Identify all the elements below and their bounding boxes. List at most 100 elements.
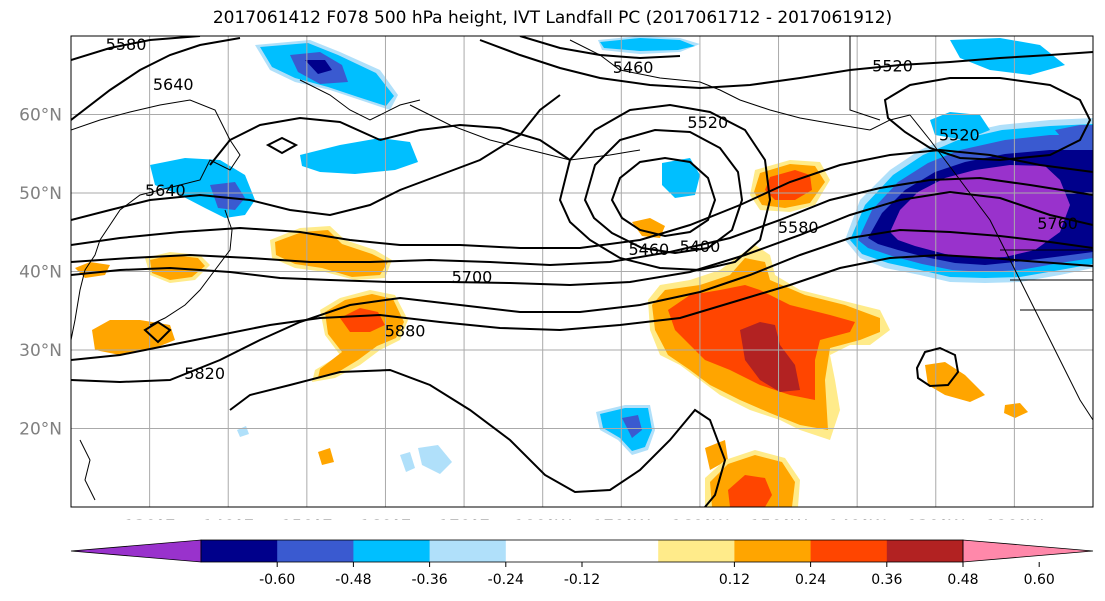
colorbar-segment [810,540,888,562]
contour-5460-low-outer [558,103,772,272]
contour-5880 [71,253,1093,361]
lat-label: 30°N [19,341,62,361]
contour-label: 5820 [184,364,225,383]
coastline-kamchatka [299,79,421,121]
positive-ivt-region [318,448,334,465]
colorbar-segment [429,540,507,562]
contour-label: 5400 [680,237,721,256]
contour-label: 5640 [153,75,194,94]
lat-axis-labels: 60°N 50°N 40°N 30°N 20°N [19,106,62,440]
negative-ivt-region [662,158,700,198]
coastline-japan [149,209,233,326]
map-panel: 5580 5640 5640 5460 5520 5520 5520 5460 5400 5580… [19,35,1094,520]
border-us-states [1000,249,1093,311]
negative-ivt-region [418,445,452,474]
height-contours [71,36,1093,507]
colorbar-segment [886,540,964,562]
colorbar-tick-label: -0.24 [488,572,524,588]
contour-label: 5640 [145,181,186,200]
lon-label: 160°W [671,517,729,520]
positive-ivt-region [728,475,772,507]
colorbar-segment [277,540,354,562]
contour-5640-upper [71,37,241,121]
contour-label: 5580 [106,35,147,54]
chart-title: 2017061412 F078 500 hPa height, IVT Land… [212,8,893,28]
coastline-north-america [909,114,1093,421]
negative-ivt-region [890,165,1070,258]
lon-label: 140°E [202,517,254,520]
negative-ivt-region [1055,125,1093,148]
lat-label: 50°N [19,184,62,204]
lon-label: 130°W [907,517,965,520]
negative-ivt-region [210,182,245,210]
contour-small-loop-1 [265,136,299,155]
contour-label: 5520 [687,113,728,132]
border-canada-us [849,36,881,121]
negative-ivt-region [950,38,1065,75]
contour-subtropical [229,368,727,507]
colorbar-tick-label: 0.24 [795,572,826,588]
map-frame [70,35,1094,508]
contour-label: 5460 [628,240,669,259]
colorbar-tick-label: -0.36 [411,572,447,588]
colorbar-tick-label: -0.60 [259,572,295,588]
colorbar-frame [200,539,964,563]
colorbar-tick-label: 0.48 [947,572,978,588]
colorbar-segment [201,540,278,562]
negative-ivt-region [622,415,642,438]
contour-label: 5520 [872,56,913,75]
colorbar-extend-min [70,539,202,563]
colorbar-extend-max [962,539,1094,563]
contour-5760 [71,190,1093,287]
coastline-philippines [79,439,96,501]
contour-labels: 5580 5640 5640 5460 5520 5520 5520 5460 5400 5580… [106,35,1078,383]
contour-5700 [71,176,1093,267]
colorbar-segment [658,540,735,562]
contour-5580-ak [209,116,381,166]
lon-label: 150°E [281,517,333,520]
coastline-aleutians [409,104,641,161]
negative-ivt-region [305,60,332,74]
colorbar-tick-label: 0.12 [719,572,750,588]
lat-label: 20°N [19,420,62,440]
lon-label: 170°W [592,517,650,520]
colorbar-segment [505,540,583,562]
contour-5820 [71,228,1093,384]
contour-5640 [71,148,1093,249]
coastline-alaska [569,39,911,131]
negative-ivt-region [600,38,695,51]
colorbar-tick-label: -0.48 [335,572,371,588]
colorbar-tick-label: -0.12 [564,572,600,588]
colorbar-segment [582,540,659,562]
coastline-asia [71,99,241,341]
contour-arctic-5460 [479,39,1093,90]
lon-label: 180°W [514,517,572,520]
contour-5460-low [583,128,744,255]
contour-label: 5880 [385,322,426,341]
colorbar-segment [353,540,431,562]
colorbar-tick-label: 0.36 [871,572,902,588]
colorbar-tick-label: 0.60 [1024,572,1055,588]
contour-small-loop-2 [143,320,172,344]
lon-label: 130°E [124,517,176,520]
negative-ivt-region [930,112,990,140]
contour-cutoff-low [915,346,960,388]
contour-label: 5700 [452,268,493,287]
colorbar-ticks: -0.60 -0.48 -0.36 -0.24 -0.12 0.12 0.24 0.36 0.4… [259,562,1055,588]
lon-label: 150°W [750,517,808,520]
positive-ivt-region [340,308,385,332]
contour-arctic-5520 [519,36,681,60]
lon-label: 120°W [986,517,1044,520]
contour-label: 5520 [939,125,980,144]
positive-ivt-region [740,322,800,392]
lon-axis-labels: 130°E 140°E 150°E 160°E 170°E 180°W 170°W 160°W… [124,517,1044,520]
contour-label: 5580 [778,218,819,237]
coastlines [71,36,1093,501]
contour-5400-low [610,156,717,238]
negative-ivt-region [400,452,415,472]
lon-label: 170°E [438,517,490,520]
contour-5580-north [71,36,201,61]
positive-ivt-region [92,320,175,355]
contour-label: 5460 [613,58,654,77]
contour-label: 5760 [1037,214,1078,233]
